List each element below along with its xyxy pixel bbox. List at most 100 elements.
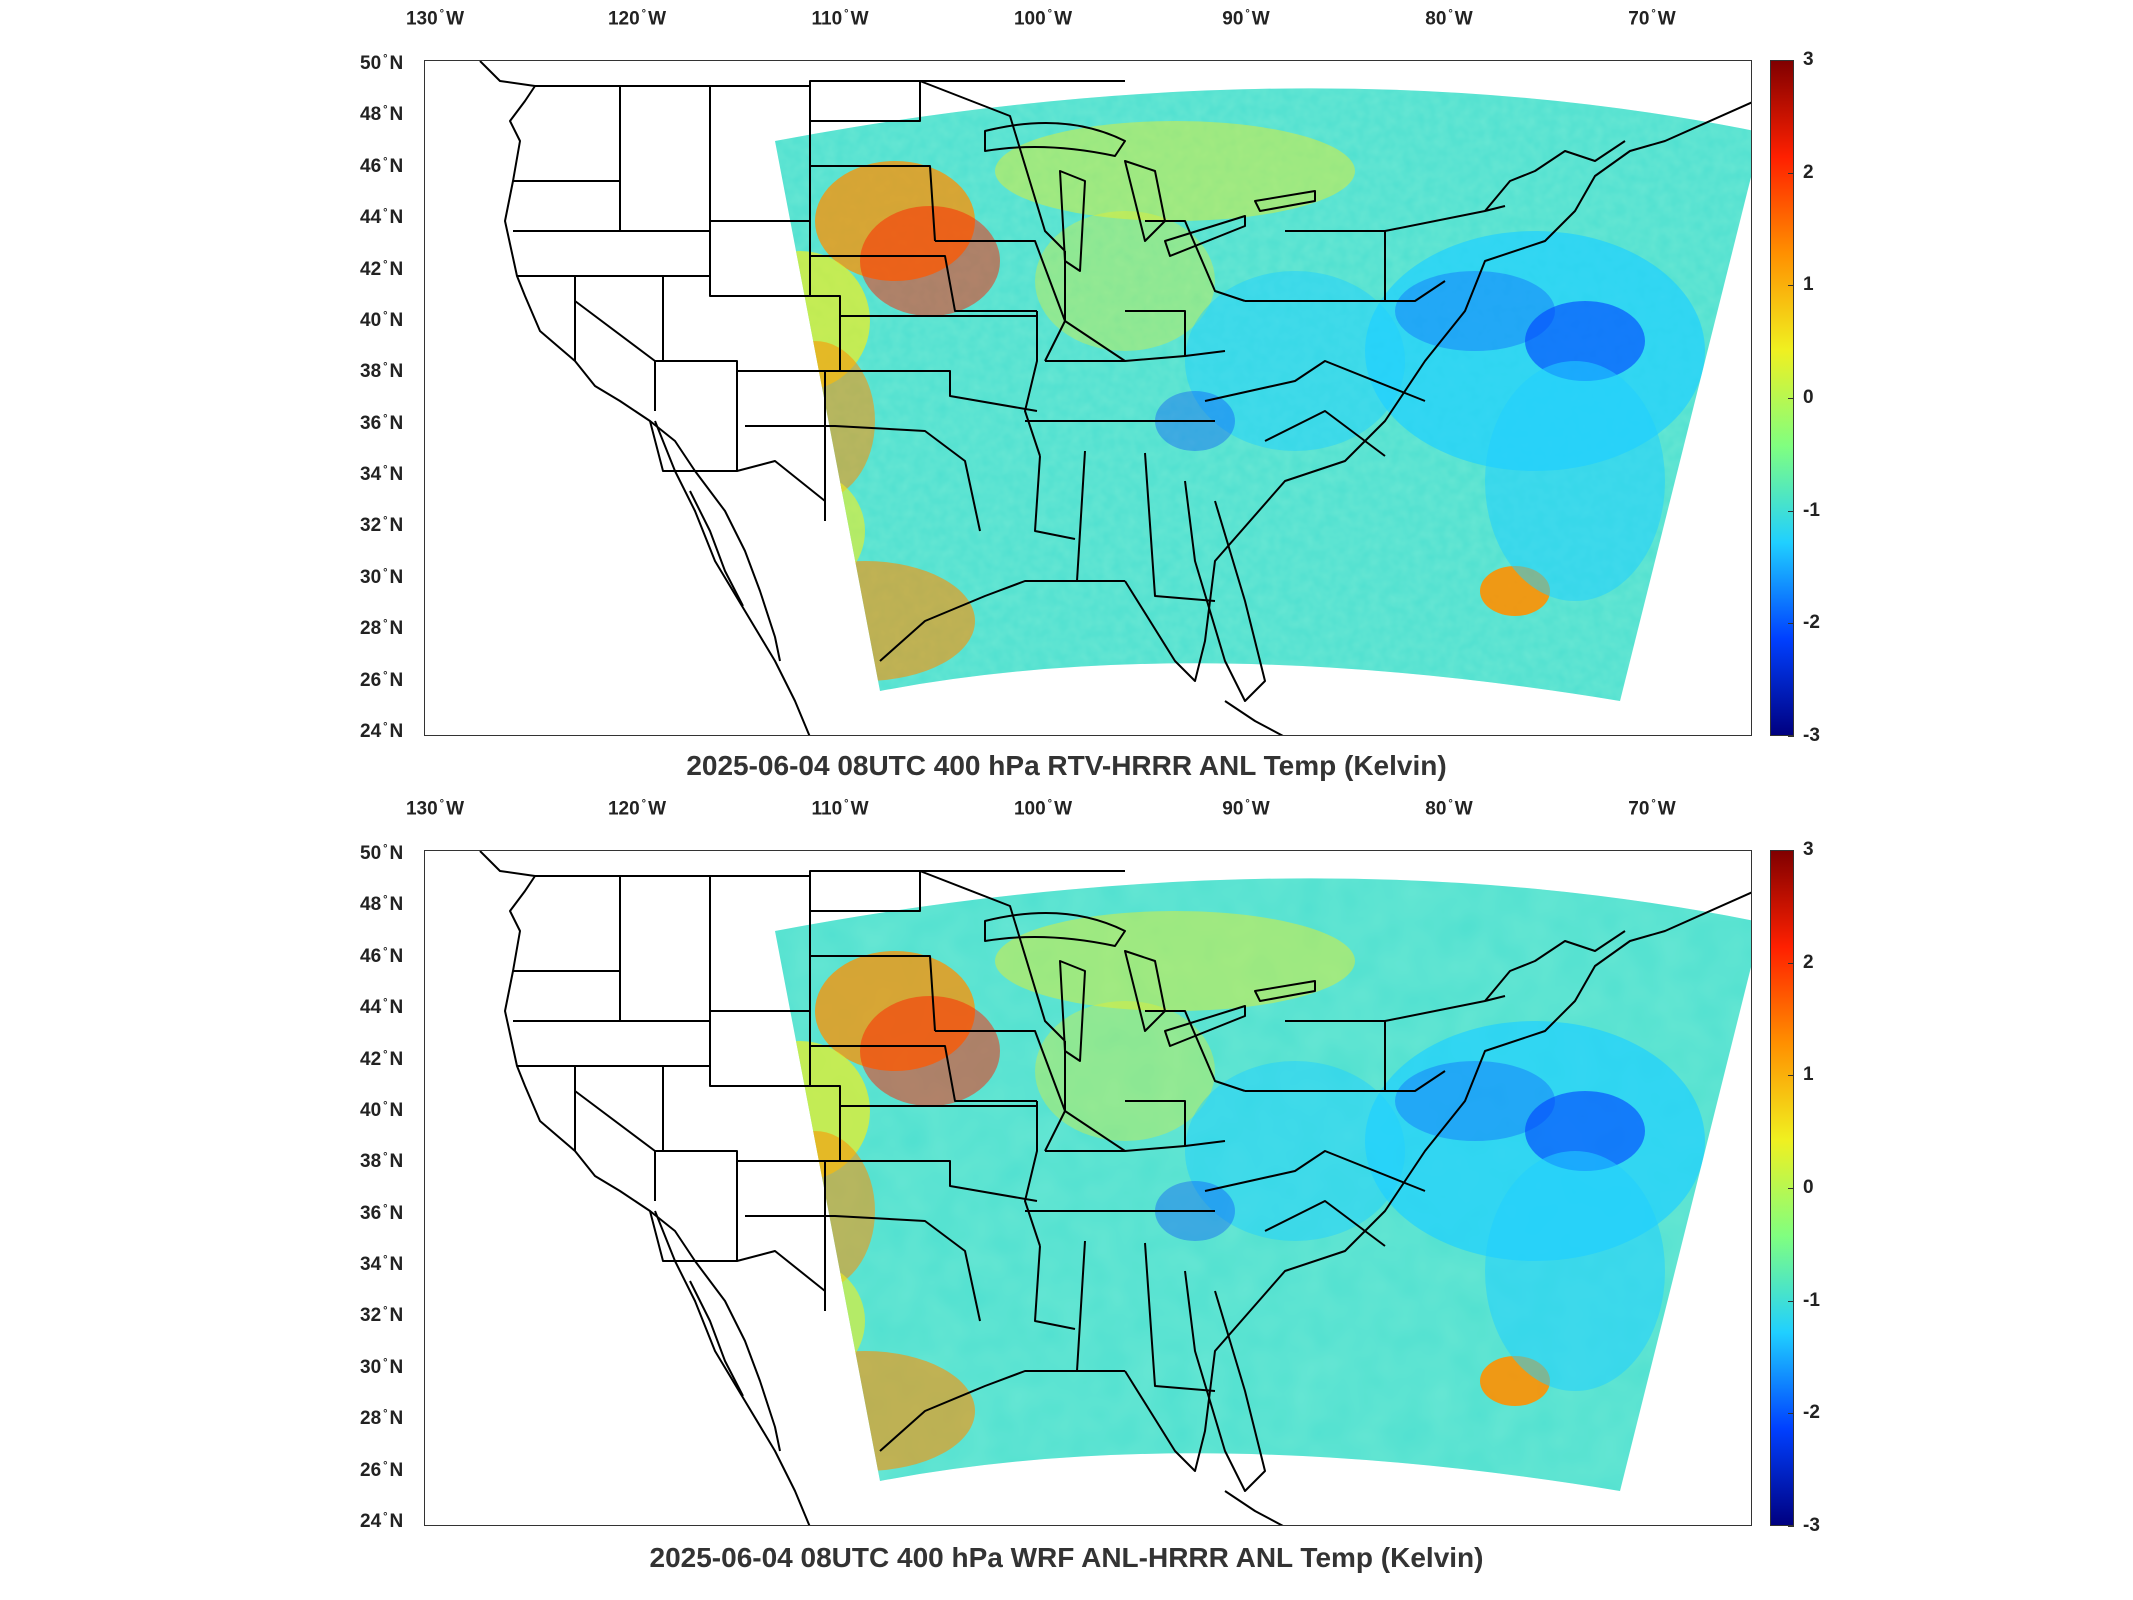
state-boundary	[1045, 350, 1226, 362]
state-boundary	[655, 1066, 664, 1152]
latitude-tick-label: 36 ° N	[360, 412, 404, 434]
state-boundary	[935, 240, 1066, 362]
state-boundary	[574, 1090, 656, 1201]
warm-anomaly	[995, 911, 1355, 1011]
gulf-of-california	[689, 1280, 744, 1397]
latitude-tick-label: 32 ° N	[360, 515, 404, 537]
cool-anomaly	[1395, 1061, 1555, 1141]
warm-anomaly	[860, 996, 1000, 1106]
state-boundary	[737, 295, 841, 372]
cool-anomaly	[1395, 271, 1555, 351]
latitude-tick-label: 34 ° N	[360, 1253, 404, 1276]
state-boundary	[1144, 1242, 1216, 1392]
latitude-tick-label: 42 ° N	[360, 258, 404, 280]
map-title-bottom: 2025-06-04 08UTC 400 hPa WRF ANL-HRRR AN…	[649, 1542, 1484, 1573]
latitude-tick-label: 32 ° N	[360, 1305, 404, 1327]
state-boundary	[574, 300, 656, 411]
state-boundary	[919, 870, 1066, 1042]
colorbar-tick-label: 1	[1803, 1064, 1814, 1086]
cool-anomaly	[1485, 1151, 1665, 1391]
colorbar-tick-mark	[1788, 623, 1794, 625]
state-boundary	[810, 81, 921, 122]
latitude-tick-label: 30 ° N	[360, 566, 404, 589]
coastline	[479, 61, 781, 662]
longitude-tick-label: 90 ° W	[1222, 798, 1270, 820]
warm-anomaly	[1035, 1001, 1215, 1141]
florida	[1184, 480, 1266, 702]
longitude-tick-label: 120 ° W	[607, 798, 667, 820]
cool-anomaly	[1525, 301, 1645, 381]
colorbar-tick-mark	[1788, 398, 1794, 399]
latitude-tick-label: 24 ° N	[360, 1510, 404, 1533]
latitude-tick-label: 48 ° N	[360, 894, 404, 916]
cool-anomaly	[1485, 361, 1665, 601]
state-boundary	[1064, 1041, 1126, 1152]
colorbar-tick-label: 2	[1803, 951, 1814, 973]
temperature-difference-map-top	[479, 61, 1751, 735]
longitude-tick-label: 100 ° W	[1013, 8, 1073, 30]
temperature-difference-map-bottom	[479, 851, 1751, 1525]
state-boundary	[649, 1150, 738, 1262]
latitude-tick-label: 28 ° N	[360, 1408, 404, 1430]
state-boundary	[1144, 452, 1216, 602]
cool-anomaly	[1185, 1061, 1405, 1241]
latitude-tick-label: 42 ° N	[360, 1048, 404, 1070]
latitude-tick-label: 46 ° N	[360, 945, 404, 967]
warm-anomaly	[775, 561, 975, 681]
colorbar-tick-mark	[1788, 285, 1794, 287]
map-panel-top: 130 ° W 120 ° W 110 ° W 100 ° W 90 ° W 80 ° W 70 ° W 50 ° N 48 °…	[0, 0, 2133, 790]
state-boundary	[737, 1085, 841, 1162]
lake-ontario	[1254, 980, 1316, 1002]
latitude-tick-label: 50 ° N	[360, 842, 404, 865]
state-boundary	[810, 165, 936, 242]
colorbar-tick-label: -1	[1803, 1289, 1820, 1311]
lake-michigan	[1059, 170, 1086, 272]
longitude-tick-label: 100 ° W	[1013, 798, 1073, 820]
colorbar-tick-label: 1	[1803, 274, 1814, 296]
lake-huron	[1124, 950, 1166, 1032]
map-title-top: 2025-06-04 08UTC 400 hPa RTV-HRRR ANL Te…	[686, 750, 1447, 781]
state-boundary	[517, 231, 711, 277]
warm-anomaly	[1035, 211, 1215, 351]
latitude-tick-label: 40 ° N	[360, 1099, 404, 1122]
state-boundary	[825, 370, 1038, 412]
warm-anomaly	[775, 341, 875, 501]
colorbar-tick-label: -2	[1803, 1402, 1820, 1424]
latitude-tick-label: 44 ° N	[360, 206, 404, 229]
east-coastline	[1124, 891, 1751, 1472]
longitude-tick-label: 70 ° W	[1628, 8, 1676, 30]
colorbar-tick-mark	[1788, 1075, 1794, 1077]
state-boundary	[513, 180, 621, 232]
state-boundary	[745, 425, 981, 532]
lake-erie	[1164, 215, 1246, 257]
state-boundary	[745, 1215, 981, 1322]
longitude-tick-label: 80 ° W	[1425, 8, 1473, 30]
state-boundary	[1125, 310, 1186, 356]
longitude-tick-label: 110 ° W	[811, 8, 869, 30]
temperature-field	[775, 88, 1751, 702]
longitude-tick-label: 120 ° W	[607, 8, 667, 30]
colorbar-tick-mark	[1788, 1300, 1794, 1302]
state-boundary	[1034, 455, 1076, 540]
gulf-coastline	[879, 580, 1125, 662]
baja-coastline	[654, 1210, 811, 1525]
state-boundary	[810, 1045, 1037, 1102]
latitude-tick-label: 50 ° N	[360, 52, 404, 75]
colorbar-tick-mark	[1788, 1413, 1794, 1415]
longitude-tick-label: 130 ° W	[405, 798, 465, 820]
colorbar-tick-mark	[1788, 736, 1794, 737]
political-boundaries	[479, 61, 1751, 735]
state-boundary	[1245, 280, 1446, 302]
state-boundary	[736, 460, 826, 521]
state-boundary	[1204, 1150, 1426, 1192]
cool-anomaly	[1185, 271, 1405, 451]
political-boundaries	[479, 851, 1751, 1525]
lake-erie	[1164, 1005, 1246, 1047]
latitude-tick-label: 38 ° N	[360, 361, 404, 383]
state-boundary	[1245, 1070, 1446, 1092]
latitude-tick-label: 24 ° N	[360, 720, 404, 743]
latitude-tick-label: 48 ° N	[360, 104, 404, 126]
longitude-tick-label: 110 ° W	[811, 798, 869, 820]
longitude-tick-label: 80 ° W	[1425, 798, 1473, 820]
colorbar-tick-label: 0	[1803, 387, 1814, 408]
